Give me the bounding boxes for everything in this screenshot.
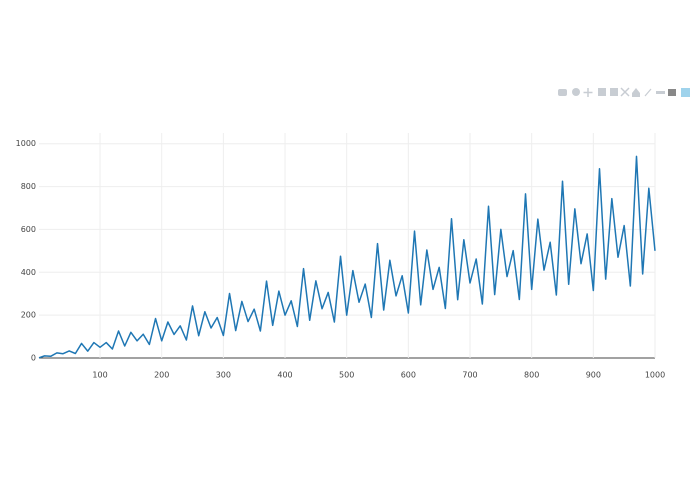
plotly-logo[interactable] [681,88,690,97]
x-tick-label: 400 [277,371,292,380]
spike-icon[interactable] [644,88,652,97]
hover-compare-icon[interactable] [668,89,676,96]
y-tick-label: 200 [21,311,36,320]
home-icon[interactable] [632,88,640,97]
pan-icon[interactable] [583,88,593,97]
x-tick-label: 300 [216,371,231,380]
y-tick-label: 600 [21,225,36,234]
x-tick-label: 700 [462,371,477,380]
zoom-in-icon[interactable] [598,88,606,96]
x-tick-label: 1000 [645,371,665,380]
zoom-out-icon[interactable] [610,88,618,96]
camera-icon[interactable] [558,89,567,96]
modebar [558,87,690,97]
autoscale-icon[interactable] [620,87,630,97]
x-tick-label: 600 [401,371,416,380]
x-tick-label: 200 [154,371,169,380]
x-tick-label: 100 [92,371,107,380]
y-tick-label: 800 [21,182,36,191]
x-tick-label: 800 [524,371,539,380]
y-tick-label: 0 [31,354,36,363]
y-tick-label: 1000 [16,139,36,148]
zoom-icon[interactable] [572,88,580,96]
y-tick-label: 400 [21,268,36,277]
line-series [38,155,656,359]
x-tick-label: 500 [339,371,354,380]
hover-closest-icon[interactable] [656,91,665,94]
x-tick-label: 900 [586,371,601,380]
